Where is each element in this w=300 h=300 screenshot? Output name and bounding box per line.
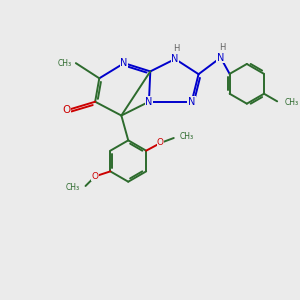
Text: O: O bbox=[62, 105, 70, 115]
Text: N: N bbox=[188, 97, 195, 107]
Text: CH₃: CH₃ bbox=[58, 58, 72, 68]
Text: H: H bbox=[219, 43, 225, 52]
Text: CH₃: CH₃ bbox=[180, 132, 194, 141]
Text: O: O bbox=[92, 172, 99, 181]
Text: CH₃: CH₃ bbox=[65, 183, 80, 192]
Text: N: N bbox=[145, 97, 153, 107]
Text: N: N bbox=[171, 54, 179, 64]
Text: H: H bbox=[173, 44, 180, 53]
Text: CH₃: CH₃ bbox=[285, 98, 299, 107]
Text: O: O bbox=[157, 139, 164, 148]
Text: N: N bbox=[217, 52, 224, 63]
Text: N: N bbox=[120, 58, 128, 68]
